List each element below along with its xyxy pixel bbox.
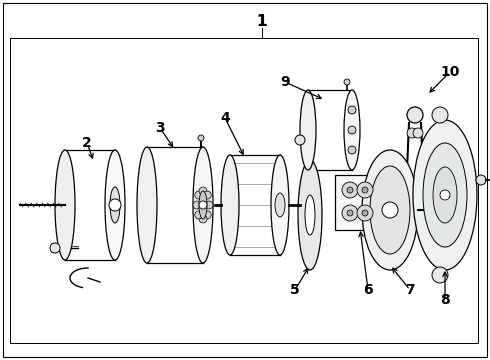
Text: 4: 4: [220, 111, 230, 125]
Ellipse shape: [362, 150, 418, 270]
Ellipse shape: [221, 155, 239, 255]
Bar: [10, 38, 478, 343]
Circle shape: [199, 215, 207, 223]
Ellipse shape: [137, 147, 157, 263]
Ellipse shape: [193, 147, 213, 263]
Circle shape: [205, 201, 213, 209]
Circle shape: [193, 201, 201, 209]
Text: 3: 3: [155, 121, 165, 135]
Circle shape: [348, 106, 356, 114]
Circle shape: [347, 210, 353, 216]
Ellipse shape: [423, 143, 467, 247]
Ellipse shape: [357, 182, 373, 198]
Circle shape: [362, 187, 368, 193]
Ellipse shape: [305, 195, 315, 235]
Circle shape: [407, 128, 417, 138]
Circle shape: [413, 128, 423, 138]
Ellipse shape: [342, 182, 358, 198]
Ellipse shape: [199, 191, 207, 219]
Ellipse shape: [413, 120, 477, 270]
Ellipse shape: [342, 205, 358, 221]
Ellipse shape: [105, 150, 125, 260]
Ellipse shape: [55, 150, 75, 260]
Text: 2: 2: [82, 136, 92, 150]
Text: 10: 10: [441, 65, 460, 79]
Circle shape: [198, 135, 204, 141]
Circle shape: [440, 190, 450, 200]
Circle shape: [348, 126, 356, 134]
Text: 8: 8: [440, 293, 450, 307]
Circle shape: [344, 79, 350, 85]
Ellipse shape: [432, 107, 448, 123]
Text: 9: 9: [280, 75, 290, 89]
Circle shape: [295, 135, 305, 145]
Circle shape: [382, 202, 398, 218]
Circle shape: [199, 201, 207, 209]
Text: 6: 6: [363, 283, 373, 297]
Text: 5: 5: [290, 283, 300, 297]
Ellipse shape: [300, 90, 316, 170]
Circle shape: [203, 211, 211, 219]
Circle shape: [362, 210, 368, 216]
Circle shape: [476, 175, 486, 185]
Ellipse shape: [370, 166, 410, 254]
Bar: [335, 175, 380, 230]
Circle shape: [407, 107, 423, 123]
Text: 1: 1: [257, 14, 267, 30]
Ellipse shape: [357, 205, 373, 221]
Circle shape: [50, 243, 60, 253]
Ellipse shape: [271, 155, 289, 255]
Circle shape: [199, 187, 207, 195]
Text: 1: 1: [257, 14, 267, 30]
Circle shape: [348, 146, 356, 154]
Ellipse shape: [433, 167, 457, 223]
Text: 7: 7: [405, 283, 415, 297]
Ellipse shape: [344, 90, 360, 170]
Circle shape: [347, 187, 353, 193]
Ellipse shape: [275, 193, 285, 217]
Circle shape: [109, 199, 121, 211]
Ellipse shape: [432, 267, 448, 283]
Ellipse shape: [110, 187, 120, 223]
Circle shape: [195, 191, 203, 199]
Ellipse shape: [298, 160, 322, 270]
Circle shape: [195, 211, 203, 219]
Circle shape: [203, 191, 211, 199]
